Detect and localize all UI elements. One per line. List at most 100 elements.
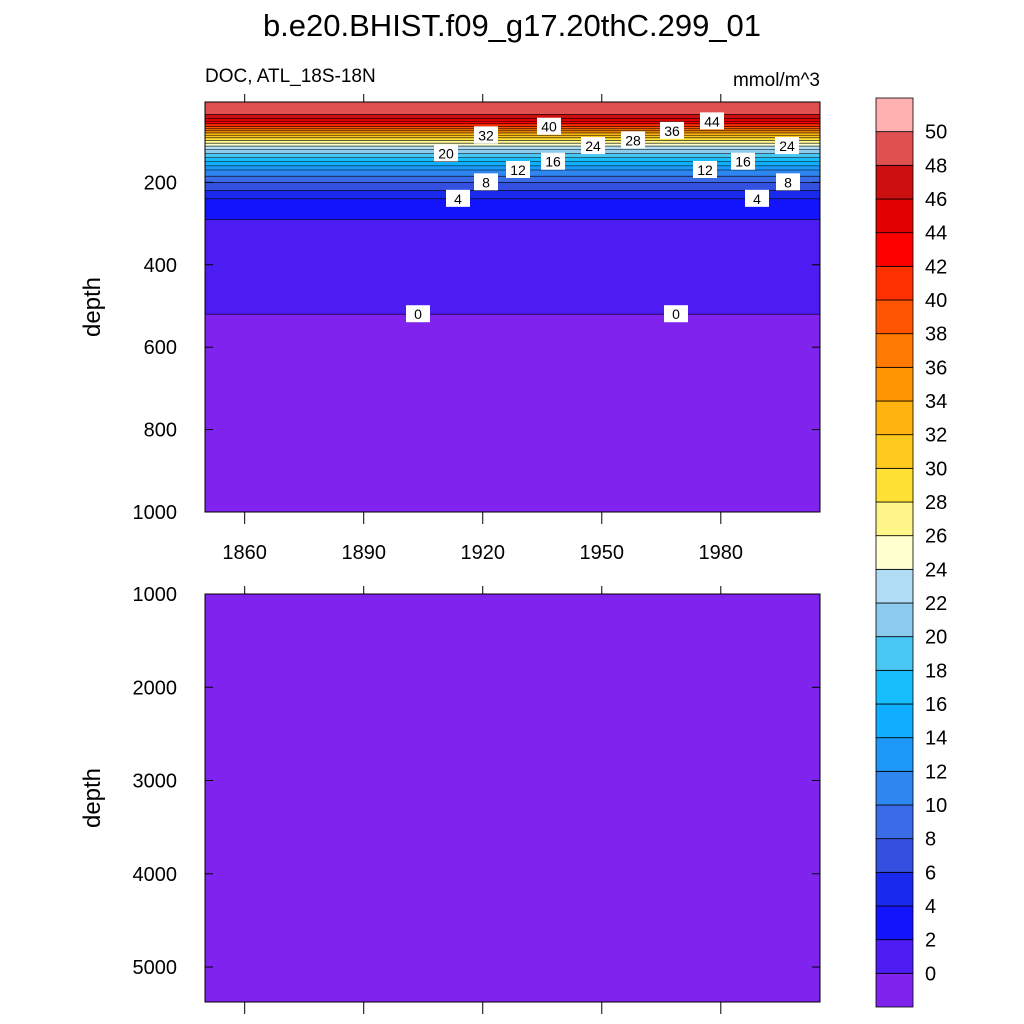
- y-tick-label: 5000: [133, 957, 178, 979]
- colorbar-label: 16: [925, 694, 947, 716]
- colorbar-box: [875, 198, 914, 234]
- plot-frame: [204, 101, 821, 513]
- colorbar-box: [875, 400, 914, 436]
- colorbar-box: [875, 131, 914, 166]
- colorbar-box: [875, 972, 914, 1008]
- colorbar-label: 26: [925, 526, 947, 548]
- x-tick-label: 1890: [341, 542, 386, 564]
- colorbar-label: 42: [925, 256, 947, 278]
- contour-label-bg: [775, 137, 799, 155]
- colorbar-box: [875, 770, 914, 806]
- colorbar-label: 28: [925, 492, 947, 514]
- colorbar-label: 8: [925, 829, 936, 851]
- colorbar-label: 44: [925, 223, 947, 245]
- contour-label: 36: [664, 123, 680, 139]
- colorbar-box: [875, 434, 914, 469]
- chart-title: b.e20.BHIST.f09_g17.20thC.299_01: [263, 8, 761, 43]
- colorbar-label: 36: [925, 357, 947, 379]
- colorbar-box: [875, 97, 914, 133]
- colorbar-box: [875, 299, 914, 335]
- colorbar-label: 24: [925, 559, 947, 581]
- contour-label: 0: [672, 306, 680, 322]
- colorbar-box: [875, 804, 914, 840]
- y-axis-label: depth: [79, 277, 106, 337]
- x-tick-label: 1860: [222, 542, 267, 564]
- colorbar-label: 48: [925, 155, 947, 177]
- contour-label: 20: [438, 146, 454, 162]
- colorbar-box: [875, 467, 914, 503]
- colorbar-label: 50: [925, 122, 947, 144]
- y-tick-label: 200: [144, 172, 177, 194]
- colorbar-box: [875, 602, 914, 638]
- contour-label-bg: [434, 144, 458, 162]
- contour-label: 12: [697, 162, 713, 178]
- contour-label-bg: [693, 160, 717, 178]
- contour-label-bg: [474, 126, 498, 144]
- y-tick-label: 1000: [133, 502, 178, 524]
- colorbar-label: 22: [925, 593, 947, 615]
- colorbar-label: 10: [925, 795, 947, 817]
- colorbar-box: [875, 164, 914, 200]
- colorbar-box: [875, 535, 914, 570]
- colorbar-label: 14: [925, 728, 947, 750]
- colorbar-label: 38: [925, 324, 947, 346]
- subtitle-right: mmol/m^3: [733, 70, 820, 91]
- x-tick-label: 1920: [460, 542, 505, 564]
- colorbar-label: 4: [925, 896, 936, 918]
- colorbar-box: [875, 333, 914, 368]
- contour-label: 8: [784, 174, 792, 190]
- contour-label-bg: [621, 131, 645, 149]
- contour-label: 0: [414, 306, 422, 322]
- contour-label-bg: [776, 173, 800, 191]
- colorbar-box: [875, 737, 914, 772]
- contour-label-bg: [731, 152, 755, 170]
- colorbar-label: 20: [925, 627, 947, 649]
- colorbar-label: 32: [925, 425, 947, 447]
- contour-label-bg: [660, 121, 684, 139]
- y-tick-label: 1000: [133, 584, 178, 606]
- colorbar-box: [875, 905, 914, 941]
- contour-label: 24: [779, 138, 795, 154]
- y-tick-label: 3000: [133, 771, 178, 793]
- colorbar-label: 30: [925, 458, 947, 480]
- colorbar-label: 6: [925, 862, 936, 884]
- colorbar-box: [875, 568, 914, 604]
- colorbar-box: [875, 669, 914, 705]
- contour-label-bg: [406, 305, 430, 323]
- contour-label: 24: [585, 138, 601, 154]
- contour-label: 40: [541, 119, 557, 135]
- colorbar-label: 0: [925, 963, 936, 985]
- contour-label-bg: [541, 152, 565, 170]
- contour-label: 16: [545, 154, 561, 170]
- contour-label: 32: [478, 127, 494, 143]
- y-axis-label: depth: [79, 768, 106, 828]
- contour-label: 16: [735, 154, 751, 170]
- colorbar-box: [875, 232, 914, 267]
- colorbar-label: 34: [925, 391, 947, 413]
- y-tick-label: 800: [144, 420, 177, 442]
- contour-label-bg: [506, 160, 530, 178]
- contour-label-bg: [446, 189, 470, 207]
- colorbar-label: 12: [925, 761, 947, 783]
- contour-label: 4: [753, 191, 761, 207]
- contour-label: 8: [482, 174, 490, 190]
- contour-label-bg: [700, 112, 724, 130]
- contour-label: 28: [625, 132, 641, 148]
- contour-label: 44: [704, 113, 720, 129]
- colorbar-box: [875, 703, 914, 739]
- y-tick-label: 400: [144, 255, 177, 277]
- colorbar-box: [875, 838, 914, 873]
- colorbar-label: 40: [925, 290, 947, 312]
- contour-band: [205, 102, 820, 115]
- y-tick-label: 4000: [133, 864, 178, 886]
- colorbar-box: [875, 871, 914, 907]
- y-tick-label: 600: [144, 337, 177, 359]
- colorbar-box: [875, 636, 914, 671]
- contour-label-bg: [581, 137, 605, 155]
- contour-label-bg: [537, 117, 561, 135]
- x-tick-label: 1980: [699, 542, 744, 564]
- contour-label-bg: [664, 305, 688, 323]
- colorbar-box: [875, 501, 914, 537]
